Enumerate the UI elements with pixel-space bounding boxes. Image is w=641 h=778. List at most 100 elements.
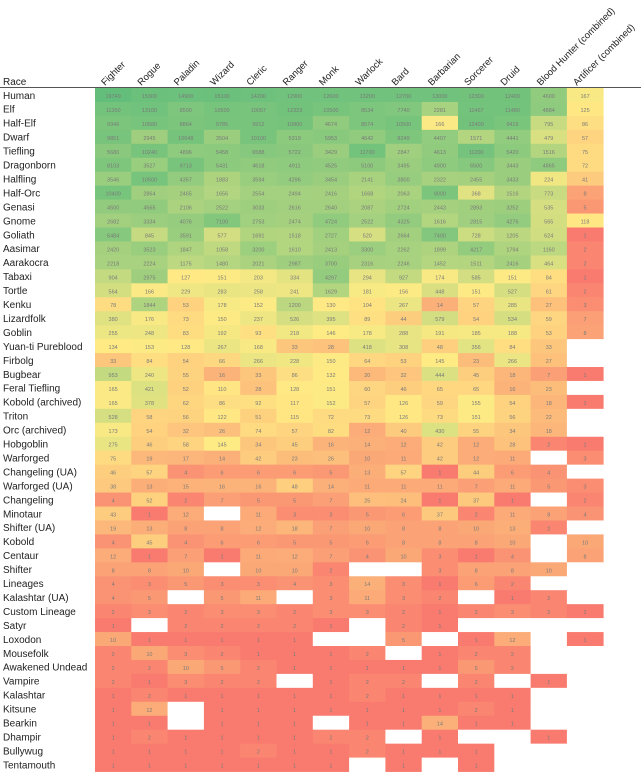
cell-value: 8864 bbox=[180, 122, 192, 128]
cell-value: 1 bbox=[402, 708, 405, 714]
heatmap-cell bbox=[312, 506, 350, 521]
heatmap-cell bbox=[312, 143, 350, 159]
heatmap-cell bbox=[566, 129, 604, 145]
cell-value: 53 bbox=[400, 359, 406, 365]
heatmap-cell bbox=[566, 213, 604, 228]
heatmap-cell bbox=[203, 743, 241, 758]
cell-value: 46 bbox=[110, 471, 116, 477]
heatmap-cell bbox=[167, 436, 205, 452]
heatmap-cell bbox=[95, 562, 132, 577]
heatmap-cell bbox=[421, 673, 459, 689]
heatmap-cell bbox=[349, 185, 386, 200]
cell-value: 430 bbox=[435, 429, 444, 435]
cell-value: 1 bbox=[148, 512, 151, 518]
heatmap-cell bbox=[458, 576, 495, 591]
cell-value: 2 bbox=[257, 750, 260, 756]
heatmap-cell bbox=[276, 241, 314, 256]
heatmap-cell bbox=[240, 115, 277, 131]
heatmap-cell bbox=[203, 520, 241, 535]
heatmap-cell bbox=[349, 464, 386, 479]
cell-value: 8 bbox=[438, 526, 441, 532]
heatmap-cell bbox=[385, 283, 423, 298]
heatmap-cell bbox=[458, 701, 495, 717]
heatmap-cell bbox=[421, 534, 459, 549]
cell-value: 528 bbox=[109, 415, 118, 421]
heatmap-cell bbox=[131, 715, 168, 731]
cell-value: 191 bbox=[435, 331, 444, 337]
heatmap-cell bbox=[349, 659, 386, 675]
cell-value: 84 bbox=[546, 275, 552, 281]
cell-value: 2455 bbox=[470, 178, 482, 184]
cell-value: 146 bbox=[326, 331, 335, 337]
heatmap-cell bbox=[349, 520, 386, 535]
heatmap-cell bbox=[167, 464, 205, 479]
heatmap-cell bbox=[458, 422, 495, 438]
cell-value: 1 bbox=[366, 708, 369, 714]
heatmap-cell bbox=[458, 311, 495, 326]
cell-value: 8574 bbox=[361, 122, 373, 128]
heatmap-cell bbox=[494, 339, 531, 354]
cell-value: 795 bbox=[544, 122, 553, 128]
cell-value: 1 bbox=[112, 624, 115, 630]
heatmap-cell bbox=[458, 115, 495, 131]
heatmap-cell bbox=[131, 171, 168, 187]
cell-value: 42 bbox=[437, 457, 443, 463]
cell-value: 44 bbox=[400, 317, 406, 323]
heatmap-cell bbox=[494, 115, 531, 131]
cell-value: 11 bbox=[510, 457, 516, 463]
heatmap-cell bbox=[312, 241, 350, 256]
heatmap-cell bbox=[349, 436, 386, 452]
heatmap-cell bbox=[385, 450, 423, 466]
heatmap-cell bbox=[312, 701, 350, 717]
cell-value: 15300 bbox=[142, 94, 157, 100]
cell-value: 8 bbox=[148, 568, 151, 574]
cell-value: 8 bbox=[184, 526, 187, 532]
heatmap-cell bbox=[203, 255, 241, 270]
heatmap-cell bbox=[458, 659, 495, 675]
heatmap-cell bbox=[421, 590, 459, 605]
cell-value: 153 bbox=[145, 345, 154, 351]
heatmap-cell bbox=[530, 129, 568, 145]
heatmap-cell bbox=[203, 185, 241, 200]
heatmap-cell bbox=[131, 478, 168, 493]
heatmap-cell bbox=[276, 492, 314, 507]
cell-value: 14900 bbox=[178, 94, 193, 100]
heatmap-cell bbox=[131, 88, 168, 103]
heatmap-cell bbox=[494, 255, 531, 270]
heatmap-cell bbox=[494, 171, 531, 187]
cell-value: 1 bbox=[329, 680, 332, 686]
heatmap-cell bbox=[95, 325, 132, 340]
heatmap-cell bbox=[276, 520, 314, 535]
heatmap-cell bbox=[312, 171, 350, 187]
cell-value: 2 bbox=[366, 652, 369, 658]
cell-value: 178 bbox=[217, 303, 226, 309]
row-label: Centaur bbox=[3, 551, 39, 562]
heatmap-cell bbox=[131, 687, 168, 703]
cell-value: 535 bbox=[544, 206, 553, 212]
heatmap-cell bbox=[95, 436, 132, 452]
cell-value: 10 bbox=[400, 554, 406, 560]
heatmap-cell bbox=[312, 408, 350, 424]
cell-value: 11 bbox=[255, 512, 261, 518]
heatmap-cell bbox=[530, 436, 568, 452]
heatmap-cell bbox=[349, 311, 386, 326]
cell-value: 6 bbox=[475, 582, 478, 588]
heatmap-cell bbox=[566, 632, 604, 647]
cell-value: 5 bbox=[148, 596, 151, 602]
heatmap-cell bbox=[203, 115, 241, 131]
heatmap-cell bbox=[131, 353, 168, 368]
heatmap-cell bbox=[421, 185, 459, 200]
row-label: Loxodon bbox=[3, 635, 41, 646]
cell-value: 10100 bbox=[251, 136, 266, 142]
cell-value: 145 bbox=[435, 359, 444, 365]
heatmap-cell bbox=[276, 478, 314, 493]
heatmap-cell bbox=[566, 269, 604, 284]
heatmap-cell bbox=[276, 171, 314, 187]
heatmap-cell bbox=[203, 659, 241, 675]
heatmap-cell bbox=[385, 353, 423, 368]
cell-value: 1 bbox=[511, 722, 514, 728]
heatmap-cell bbox=[421, 241, 459, 256]
row-label: Awakened Undead bbox=[3, 663, 87, 674]
cell-value: 12 bbox=[473, 443, 479, 449]
heatmap-cell bbox=[566, 492, 604, 507]
